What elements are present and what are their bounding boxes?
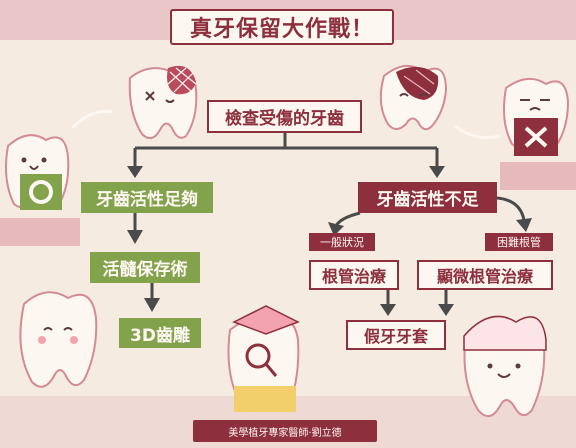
damaged-tooth-left-icon xyxy=(128,65,198,140)
right-swoosh xyxy=(454,124,501,140)
insufficient-vitality-node: 牙齒活性不足 xyxy=(358,182,497,213)
arrowhead-right-general xyxy=(328,222,344,236)
connector-right-general xyxy=(334,211,361,227)
pulp-preservation-node: 活髓保存術 xyxy=(90,252,200,283)
shy-tooth-icon xyxy=(19,291,98,388)
cracked-tooth-icon xyxy=(379,65,448,131)
arrowhead-left-step2 xyxy=(144,298,160,312)
connector-right-difficult xyxy=(496,196,526,221)
micro-root-canal-node: 顯微根管治療 xyxy=(417,260,553,290)
arrowhead-micro-crown xyxy=(438,304,454,316)
arrowhead-right-difficult xyxy=(516,218,532,232)
footer-credit: 美學植牙專家醫師‧劉立德 xyxy=(193,420,377,442)
start-node: 檢查受傷的牙齒 xyxy=(207,100,362,133)
root-canal-node: 根管治療 xyxy=(309,260,399,290)
arrowhead-root-crown xyxy=(380,304,396,316)
flow-arrowheads xyxy=(127,166,532,316)
general-case-tag: 一般狀況 xyxy=(309,233,375,251)
arrowhead-right xyxy=(429,166,445,178)
cross-mark-icon xyxy=(524,126,548,148)
left-swoosh xyxy=(70,109,113,130)
sufficient-vitality-node: 牙齒活性足夠 xyxy=(81,182,213,213)
crown-node: 假牙牙套 xyxy=(346,320,446,350)
happy-tooth-left-icon xyxy=(5,134,70,210)
crowned-tooth-icon xyxy=(463,315,547,417)
flow-connectors xyxy=(133,133,526,306)
3d-carving-node: 3D齒雕 xyxy=(119,318,201,348)
right-shelf xyxy=(500,162,576,190)
page-title: 真牙保留大作戰！ xyxy=(170,9,394,45)
circle-mark-icon xyxy=(29,180,53,204)
sad-tooth-right-icon xyxy=(503,77,570,156)
arrowhead-left-step1 xyxy=(127,230,143,244)
left-shelf xyxy=(0,218,80,246)
difficult-case-tag: 困難根管 xyxy=(485,233,553,251)
arrowhead-left xyxy=(127,166,143,178)
doctor-tooth-icon xyxy=(227,305,300,413)
